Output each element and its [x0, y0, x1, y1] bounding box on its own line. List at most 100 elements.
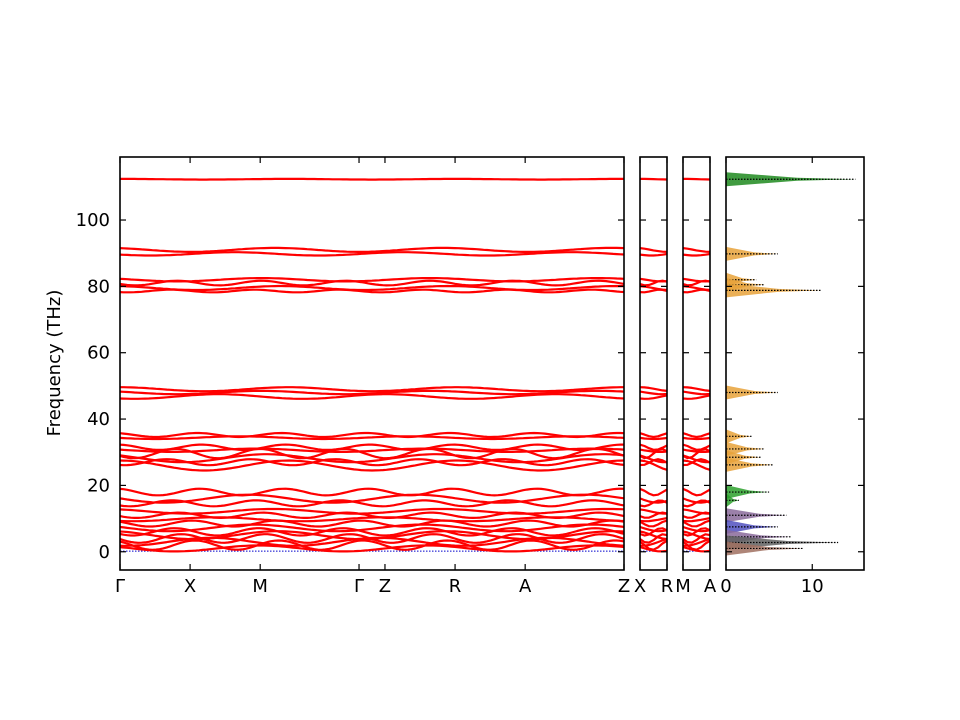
x-tick-label: A [519, 576, 532, 597]
phonon-band [639, 252, 668, 257]
phonon-band [639, 519, 668, 528]
band-lines-m-a [682, 177, 711, 553]
phonon-band [119, 393, 625, 400]
phonon-band [682, 279, 711, 287]
dos-x-tick-label: 10 [801, 576, 824, 597]
band-panel-main [119, 156, 625, 571]
dos-peak [726, 385, 778, 400]
phonon-band [682, 448, 711, 453]
phonon-band [119, 246, 625, 253]
phonon-band [639, 517, 668, 523]
phonon-band [119, 251, 625, 257]
phonon-band [639, 394, 668, 400]
phonon-band [682, 527, 711, 537]
phonon-band [119, 523, 625, 533]
phonon-band [682, 394, 711, 400]
phonon-band [682, 436, 711, 441]
phonon-band [682, 432, 711, 439]
phonon-band [119, 493, 625, 504]
x-tick-label: A [704, 576, 717, 597]
phonon-band [119, 288, 625, 294]
phonon-band [119, 447, 625, 453]
phonon-band [682, 487, 711, 497]
x-tick-label: Γ [354, 576, 364, 597]
band-panel-m-a [682, 156, 711, 571]
phonon-band [639, 499, 668, 508]
dos-peak [726, 172, 856, 187]
phonon-band [640, 177, 668, 181]
x-tick-label: Z [618, 576, 630, 597]
phonon-band [682, 517, 711, 523]
x-tick-label: M [252, 576, 268, 597]
phonon-band [119, 459, 625, 472]
dos-panel [725, 156, 865, 571]
x-tick-labels: Γ X M Γ Z R A Z X R M A 0 10 [115, 576, 824, 597]
phonon-band [119, 536, 625, 547]
phonon-band [119, 519, 625, 528]
phonon-band [639, 448, 668, 453]
phonon-band [639, 458, 668, 467]
phonon-band [682, 288, 711, 294]
dos-peak [726, 246, 778, 261]
x-tick-label: Γ [115, 576, 125, 597]
phonon-band [682, 533, 711, 544]
frame-x-r [639, 156, 668, 571]
phonon-band [639, 487, 668, 497]
phonon-band [639, 533, 668, 544]
y-tick-label: 20 [87, 475, 110, 496]
y-tick-label: 0 [99, 542, 110, 563]
dos-curves [726, 172, 856, 556]
phonon-band [682, 511, 711, 519]
phonon-band [119, 453, 625, 464]
band-lines-main [119, 177, 625, 553]
dos-x-tick-label: 0 [720, 576, 731, 597]
dos-peak [726, 541, 804, 556]
phonon-band [119, 435, 625, 441]
phonon-band [119, 544, 625, 553]
phonon-band [119, 499, 625, 508]
phonon-band [682, 519, 711, 528]
phonon-band [119, 284, 624, 292]
frame-dos [725, 156, 865, 571]
phonon-band [639, 511, 668, 519]
dos-peak [726, 457, 774, 472]
y-tick-label: 80 [87, 276, 110, 297]
phonon-band [639, 527, 668, 537]
phonon-band [682, 252, 711, 257]
phonon-band [639, 436, 668, 441]
x-tick-label: M [675, 576, 691, 597]
x-tick-label: R [449, 576, 462, 597]
dos-peak [726, 519, 778, 534]
phonon-band [682, 530, 711, 541]
phonon-band [639, 432, 668, 439]
y-tick-label: 100 [76, 210, 110, 231]
phonon-band [119, 431, 625, 439]
phonon-band [119, 277, 625, 283]
phonon-band [119, 516, 625, 523]
phonon-band [682, 459, 711, 471]
phonon-band [119, 511, 625, 519]
phonon-band [639, 530, 668, 541]
phonon-band [119, 507, 625, 515]
band-panel-x-r [639, 156, 668, 571]
phonon-band [682, 499, 711, 508]
phonon-band [639, 279, 668, 287]
phonon-band [683, 177, 711, 181]
phonon-band [682, 458, 711, 467]
x-tick-label: X [634, 576, 646, 597]
phonon-band [120, 177, 624, 181]
phonon-band [639, 386, 668, 392]
phonon-band [682, 390, 711, 396]
phonon-band [119, 279, 625, 287]
phonon-band [639, 288, 668, 294]
y-tick-label: 40 [87, 409, 110, 430]
y-axis-label: Frequency (THz) [44, 290, 65, 437]
phonon-band [682, 247, 711, 253]
phonon-band [682, 443, 711, 451]
frame-main [119, 156, 625, 571]
phonon-band [120, 386, 624, 393]
phonon-band [639, 390, 668, 396]
phonon-band [119, 527, 625, 537]
phonon-band [119, 447, 625, 460]
x-tick-label: X [184, 576, 196, 597]
